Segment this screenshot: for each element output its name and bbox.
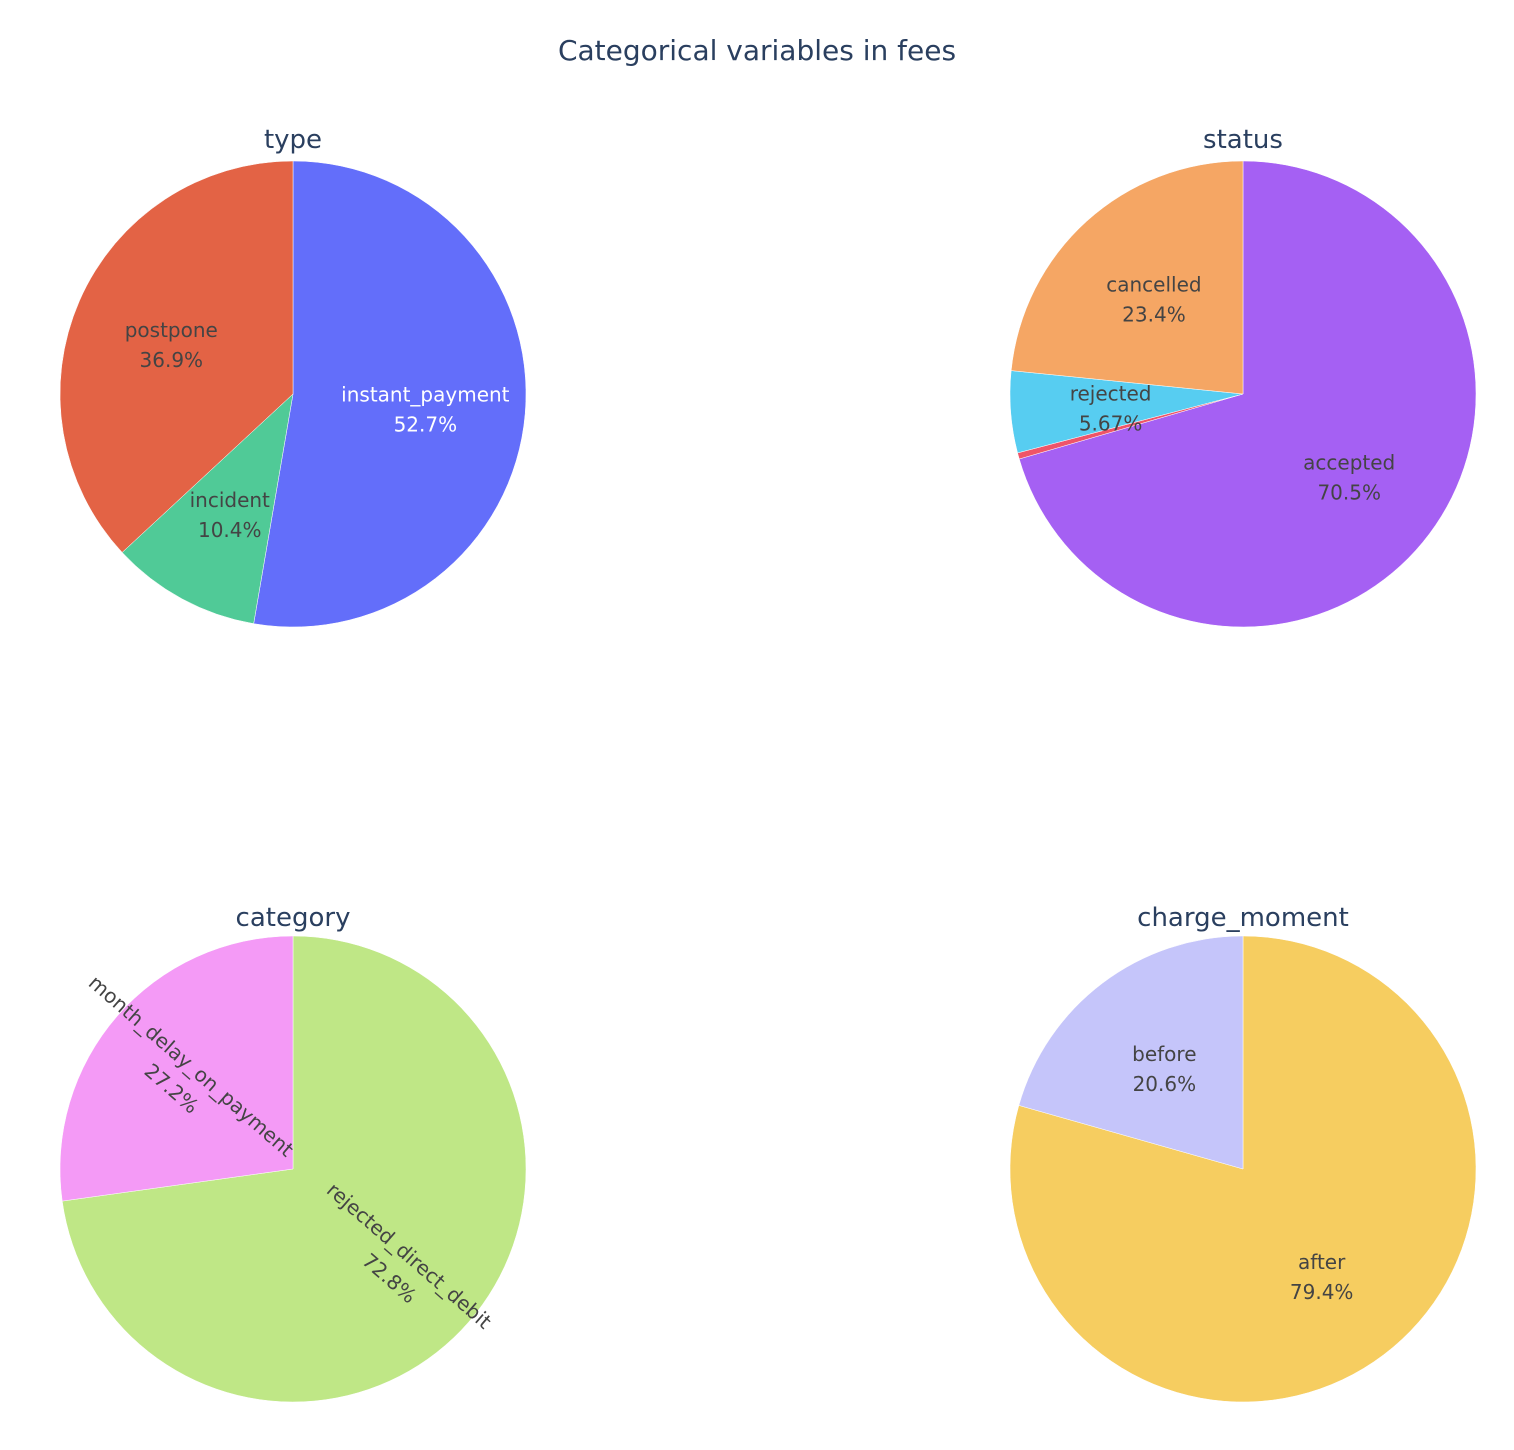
pie-charts: type instant_payment 52.7% incident 10.4% pos…	[59, 125, 1477, 1403]
pie-title: type	[264, 125, 322, 155]
slice-label: cancelled 23.4%	[1106, 272, 1201, 326]
pie-slice[interactable]	[121, 393, 294, 624]
slice-label: instant_payment 52.7%	[341, 382, 510, 436]
pie-slice[interactable]	[1018, 160, 1477, 628]
pie-slice[interactable]	[253, 160, 527, 628]
figure-title: Categorical variables in fees	[558, 34, 956, 67]
slice-label: rejected 5.67%	[1070, 381, 1152, 435]
pie-status: status accepted 70.5% rejected 5.67% cancelle…	[1009, 125, 1477, 628]
pie-type: type instant_payment 52.7% incident 10.4% pos…	[59, 125, 527, 628]
pie-category: categoryrejected_direct_debit72.8%month_…	[59, 903, 527, 1403]
slice-label: postpone 36.9%	[125, 318, 218, 372]
pie-slice[interactable]	[1018, 935, 1244, 1170]
pie-slice[interactable]	[61, 935, 527, 1403]
slice-label: incident 10.4%	[190, 488, 270, 542]
pie-title: charge_moment	[1137, 903, 1349, 933]
slice-label: before 20.6%	[1132, 1042, 1196, 1096]
pie-slice[interactable]	[59, 160, 294, 553]
pie-charge-moment: charge_moment after 79.4% before 20.6%	[1009, 903, 1477, 1403]
pie-title: status	[1203, 125, 1283, 155]
slice-label: accepted 70.5%	[1303, 451, 1395, 505]
pie-slice[interactable]	[59, 935, 294, 1202]
slice-label: after 79.4%	[1290, 1250, 1354, 1304]
pie-title: category	[236, 903, 351, 933]
pie-slice[interactable]	[1010, 160, 1244, 395]
